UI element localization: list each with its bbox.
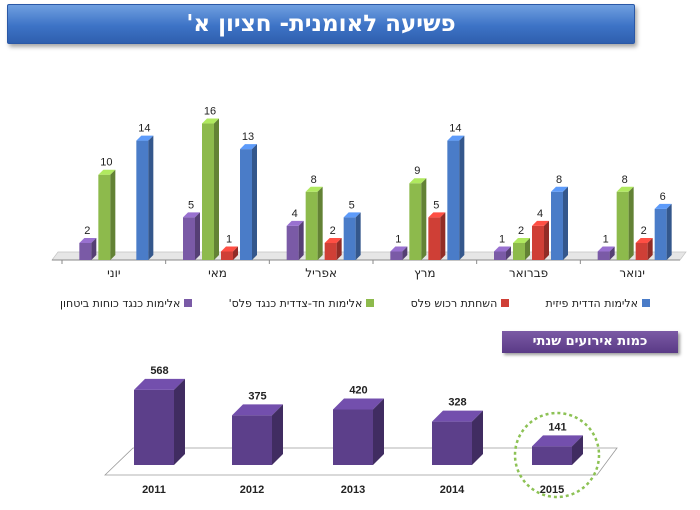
legend-label: אלימות כנגד כוחות ביטחון	[60, 296, 181, 310]
data-bar	[409, 178, 427, 260]
annual-section-title: כמות אירועים שנתי	[502, 331, 678, 353]
data-label: 4	[292, 208, 298, 220]
legend-item: אלימות כנגד כוחות ביטחון	[60, 294, 193, 312]
data-label: 1	[395, 233, 401, 245]
legend-label: אלימות הדדית פיזית	[545, 296, 638, 310]
data-label: 10	[100, 157, 112, 169]
data-bar	[136, 135, 154, 260]
year-label: 2013	[341, 484, 365, 496]
data-label: 2	[84, 225, 90, 237]
data-bar	[616, 186, 634, 260]
data-label: 1	[603, 233, 609, 245]
data-bar	[654, 203, 672, 260]
data-bar	[324, 237, 342, 260]
data-label: 4	[537, 208, 543, 220]
data-label: 14	[138, 123, 150, 135]
annual-data-label: 568	[150, 365, 168, 377]
annual-bar	[134, 378, 185, 465]
data-label: 14	[449, 123, 461, 135]
category-label: ינואר	[619, 266, 645, 280]
data-bar	[532, 220, 549, 260]
data-bar	[513, 237, 530, 260]
legend-label: אלימות חד-צדדית כנגד פלס'	[228, 296, 363, 310]
year-label: 2012	[240, 484, 264, 496]
legend-swatch	[366, 299, 375, 307]
annual-bar	[432, 410, 483, 465]
data-bar	[286, 220, 304, 260]
data-label: 16	[204, 106, 216, 118]
annual-floor	[104, 447, 618, 476]
data-bar	[98, 169, 116, 260]
annual-data-label: 420	[349, 384, 367, 396]
data-label: 5	[188, 199, 194, 211]
data-bar	[447, 135, 465, 260]
data-label: 6	[660, 191, 666, 203]
legend-swatch	[642, 299, 650, 307]
data-bar	[390, 246, 408, 260]
data-label: 13	[242, 131, 254, 143]
legend-item: השחתת רכוש פלס	[411, 294, 510, 312]
year-label: 2011	[142, 484, 166, 496]
data-bar	[635, 237, 653, 260]
data-label: 2	[641, 225, 647, 237]
data-label: 1	[499, 233, 505, 245]
data-bar	[79, 237, 97, 260]
annual-bar	[333, 398, 384, 465]
data-bar	[597, 246, 615, 260]
data-label: 1	[226, 233, 232, 245]
legend-item: אלימות חד-צדדית כנגד פלס'	[229, 294, 375, 312]
data-bar	[240, 144, 257, 260]
data-label: 8	[622, 174, 628, 186]
annual-data-label: 328	[448, 397, 466, 409]
page-title: פשיעה לאומנית- חציון א'	[7, 4, 635, 44]
annual-data-label: 141	[548, 421, 566, 433]
data-label: 9	[414, 165, 420, 177]
legend-item: אלימות הדדית פיזית	[546, 294, 650, 312]
data-bar	[202, 118, 219, 260]
highlight-circle	[513, 411, 601, 499]
year-label: 2014	[440, 484, 465, 496]
data-bar	[183, 212, 200, 260]
annual-bar	[532, 435, 583, 465]
data-label: 8	[311, 174, 317, 186]
monthly-bar-chart: 1 8 2 6 ינואר 1 2 4 8 פברואר 1 9 5 14 מרץ 4 8 2 5 אפריל 5 16 1…	[51, 106, 687, 280]
data-label: 2	[518, 225, 524, 237]
legend-swatch	[501, 299, 510, 307]
category-label: יוני	[107, 266, 120, 280]
data-label: 8	[556, 174, 562, 186]
data-bar	[221, 246, 238, 260]
category-label: מרץ	[414, 266, 435, 280]
category-label: אפריל	[305, 266, 337, 280]
year-label: 2015	[540, 484, 564, 496]
legend-swatch	[184, 299, 193, 307]
annual-data-label: 375	[248, 390, 266, 402]
chart-legend: אלימות כנגד כוחות ביטחון אלימות חד-צדדית …	[60, 294, 650, 312]
data-label: 2	[330, 225, 336, 237]
data-bar	[494, 246, 511, 260]
data-bar	[551, 186, 568, 260]
legend-label: השחתת רכוש פלס	[410, 296, 498, 310]
data-bar	[343, 212, 361, 260]
data-label: 5	[349, 199, 355, 211]
data-label: 5	[433, 199, 439, 211]
data-bar	[305, 186, 323, 260]
data-bar	[428, 212, 446, 260]
category-label: פברואר	[509, 266, 548, 280]
category-label: מאי	[208, 266, 227, 280]
annual-bar	[232, 404, 283, 465]
